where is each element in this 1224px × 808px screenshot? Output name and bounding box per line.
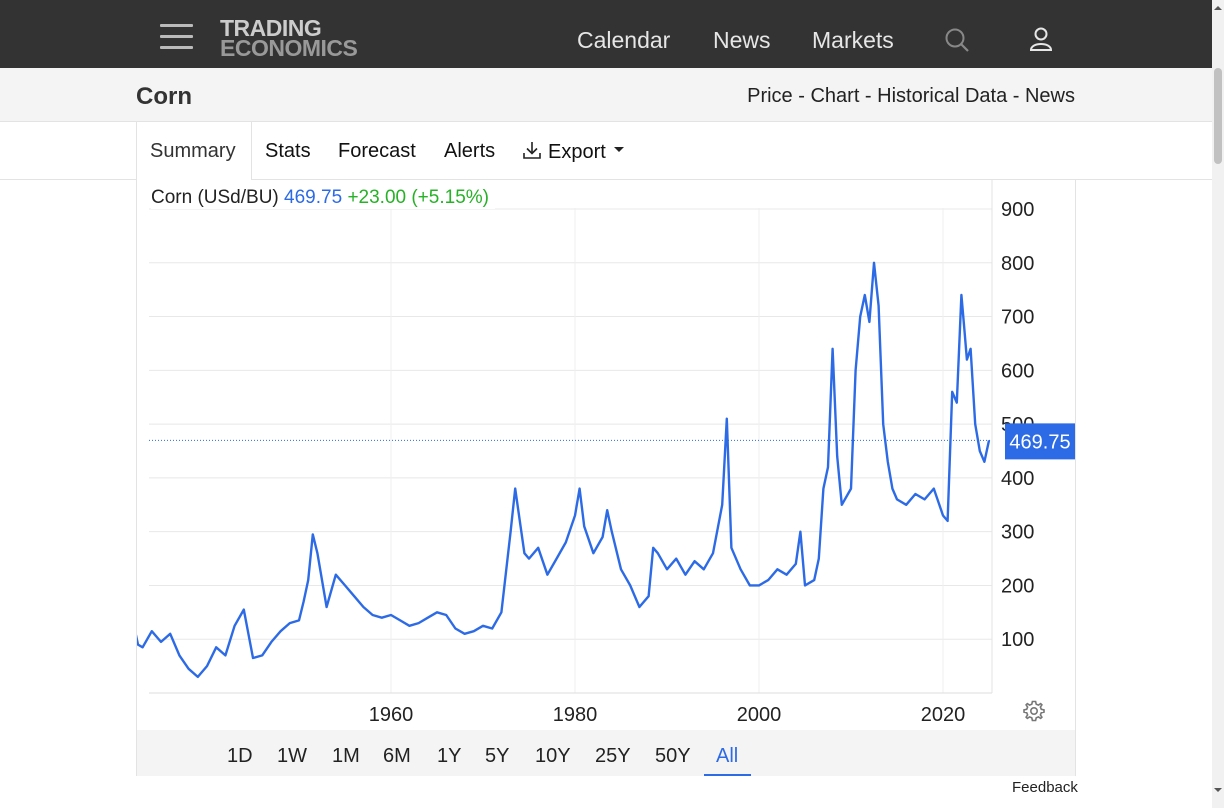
legend-change: +23.00 (+5.15%) [347,187,489,208]
header-link-group: Price - Chart - Historical Data - News [747,85,1075,108]
y-tick-label: 800 [1001,253,1034,275]
y-tick-label: 400 [1001,468,1034,490]
current-price-label: 469.75 [1009,431,1070,453]
y-tick-label: 300 [1001,522,1034,544]
y-tick-label: 100 [1001,629,1034,651]
range-button-10y[interactable]: 10Y [535,745,571,767]
tab-stats[interactable]: Stats [265,140,311,162]
range-button-50y[interactable]: 50Y [655,745,691,767]
export-label: Export [548,141,606,163]
hamburger-menu-icon[interactable] [160,24,193,49]
range-button-1y[interactable]: 1Y [437,745,462,767]
feedback-link[interactable]: Feedback [1012,779,1078,796]
range-button-5y[interactable]: 5Y [485,745,510,767]
header-link-historical-data[interactable]: Historical Data [877,85,1008,107]
chart-legend: Corn (USd/BU) 469.75 +23.00 (+5.15%) [151,187,495,209]
link-separator: - [1007,85,1025,107]
x-tick-label: 1960 [369,704,414,726]
x-tick-label: 1980 [553,704,598,726]
scroll-up-arrow-icon[interactable] [1212,2,1224,14]
user-account-icon[interactable] [1029,26,1053,52]
range-button-1w[interactable]: 1W [277,745,307,767]
scroll-down-arrow-icon[interactable] [1212,784,1224,796]
download-icon [523,142,541,159]
header-link-price[interactable]: Price [747,85,793,107]
link-separator: - [792,85,811,107]
chart-panel: 1002003004005006007008009001960198020002… [136,180,1076,776]
tab-bar: Summary Stats Forecast Alerts Export [0,122,1212,180]
tab-forecast[interactable]: Forecast [338,140,416,162]
page-scrollbar[interactable] [1212,0,1224,808]
nav-link-news[interactable]: News [713,27,771,53]
y-tick-label: 900 [1001,199,1034,221]
current-price-tag [1005,423,1075,460]
page-title: Corn [136,83,192,110]
y-tick-label: 200 [1001,575,1034,597]
range-button-1m[interactable]: 1M [332,745,360,767]
range-selector: 1D 1W 1M 6M 1Y 5Y 10Y 25Y 50Y All [137,730,1075,776]
x-tick-label: 2020 [921,704,966,726]
y-tick-label: 600 [1001,360,1034,382]
gear-icon[interactable] [1022,699,1046,723]
logo-line-1: TRADING [220,15,322,41]
tab-export[interactable]: Export [522,140,625,164]
active-tab-highlight [136,122,252,180]
header-link-chart[interactable]: Chart [810,85,860,107]
top-navigation-bar: TRADING ECONOMICS Calendar News Markets [0,0,1212,68]
nav-link-calendar[interactable]: Calendar [577,27,671,53]
x-tick-label: 2000 [737,704,782,726]
header-link-news[interactable]: News [1024,85,1075,107]
range-button-25y[interactable]: 25Y [595,745,631,767]
series-line-corn [137,261,991,679]
range-button-all[interactable]: All [716,745,739,767]
nav-link-markets[interactable]: Markets [812,27,894,53]
y-tick-label: 700 [1001,307,1034,329]
scrollbar-thumb[interactable] [1214,68,1222,164]
range-button-6m[interactable]: 6M [383,745,411,767]
tab-alerts[interactable]: Alerts [444,140,496,162]
tab-summary[interactable]: Summary [150,140,236,162]
chevron-down-icon [614,147,625,152]
logo-line-2: ECONOMICS [220,35,358,61]
range-button-1d[interactable]: 1D [227,745,253,767]
legend-last-value: 469.75 [284,187,343,208]
link-separator: - [859,85,878,107]
legend-series-name: Corn (USd/BU) [151,187,279,208]
active-range-underline [704,774,751,776]
search-icon[interactable] [944,27,970,53]
price-chart[interactable]: 1002003004005006007008009001960198020002… [137,180,1075,730]
instrument-header: Corn Price - Chart - Historical Data - N… [0,68,1212,122]
trading-economics-logo[interactable]: TRADING ECONOMICS [220,15,358,61]
